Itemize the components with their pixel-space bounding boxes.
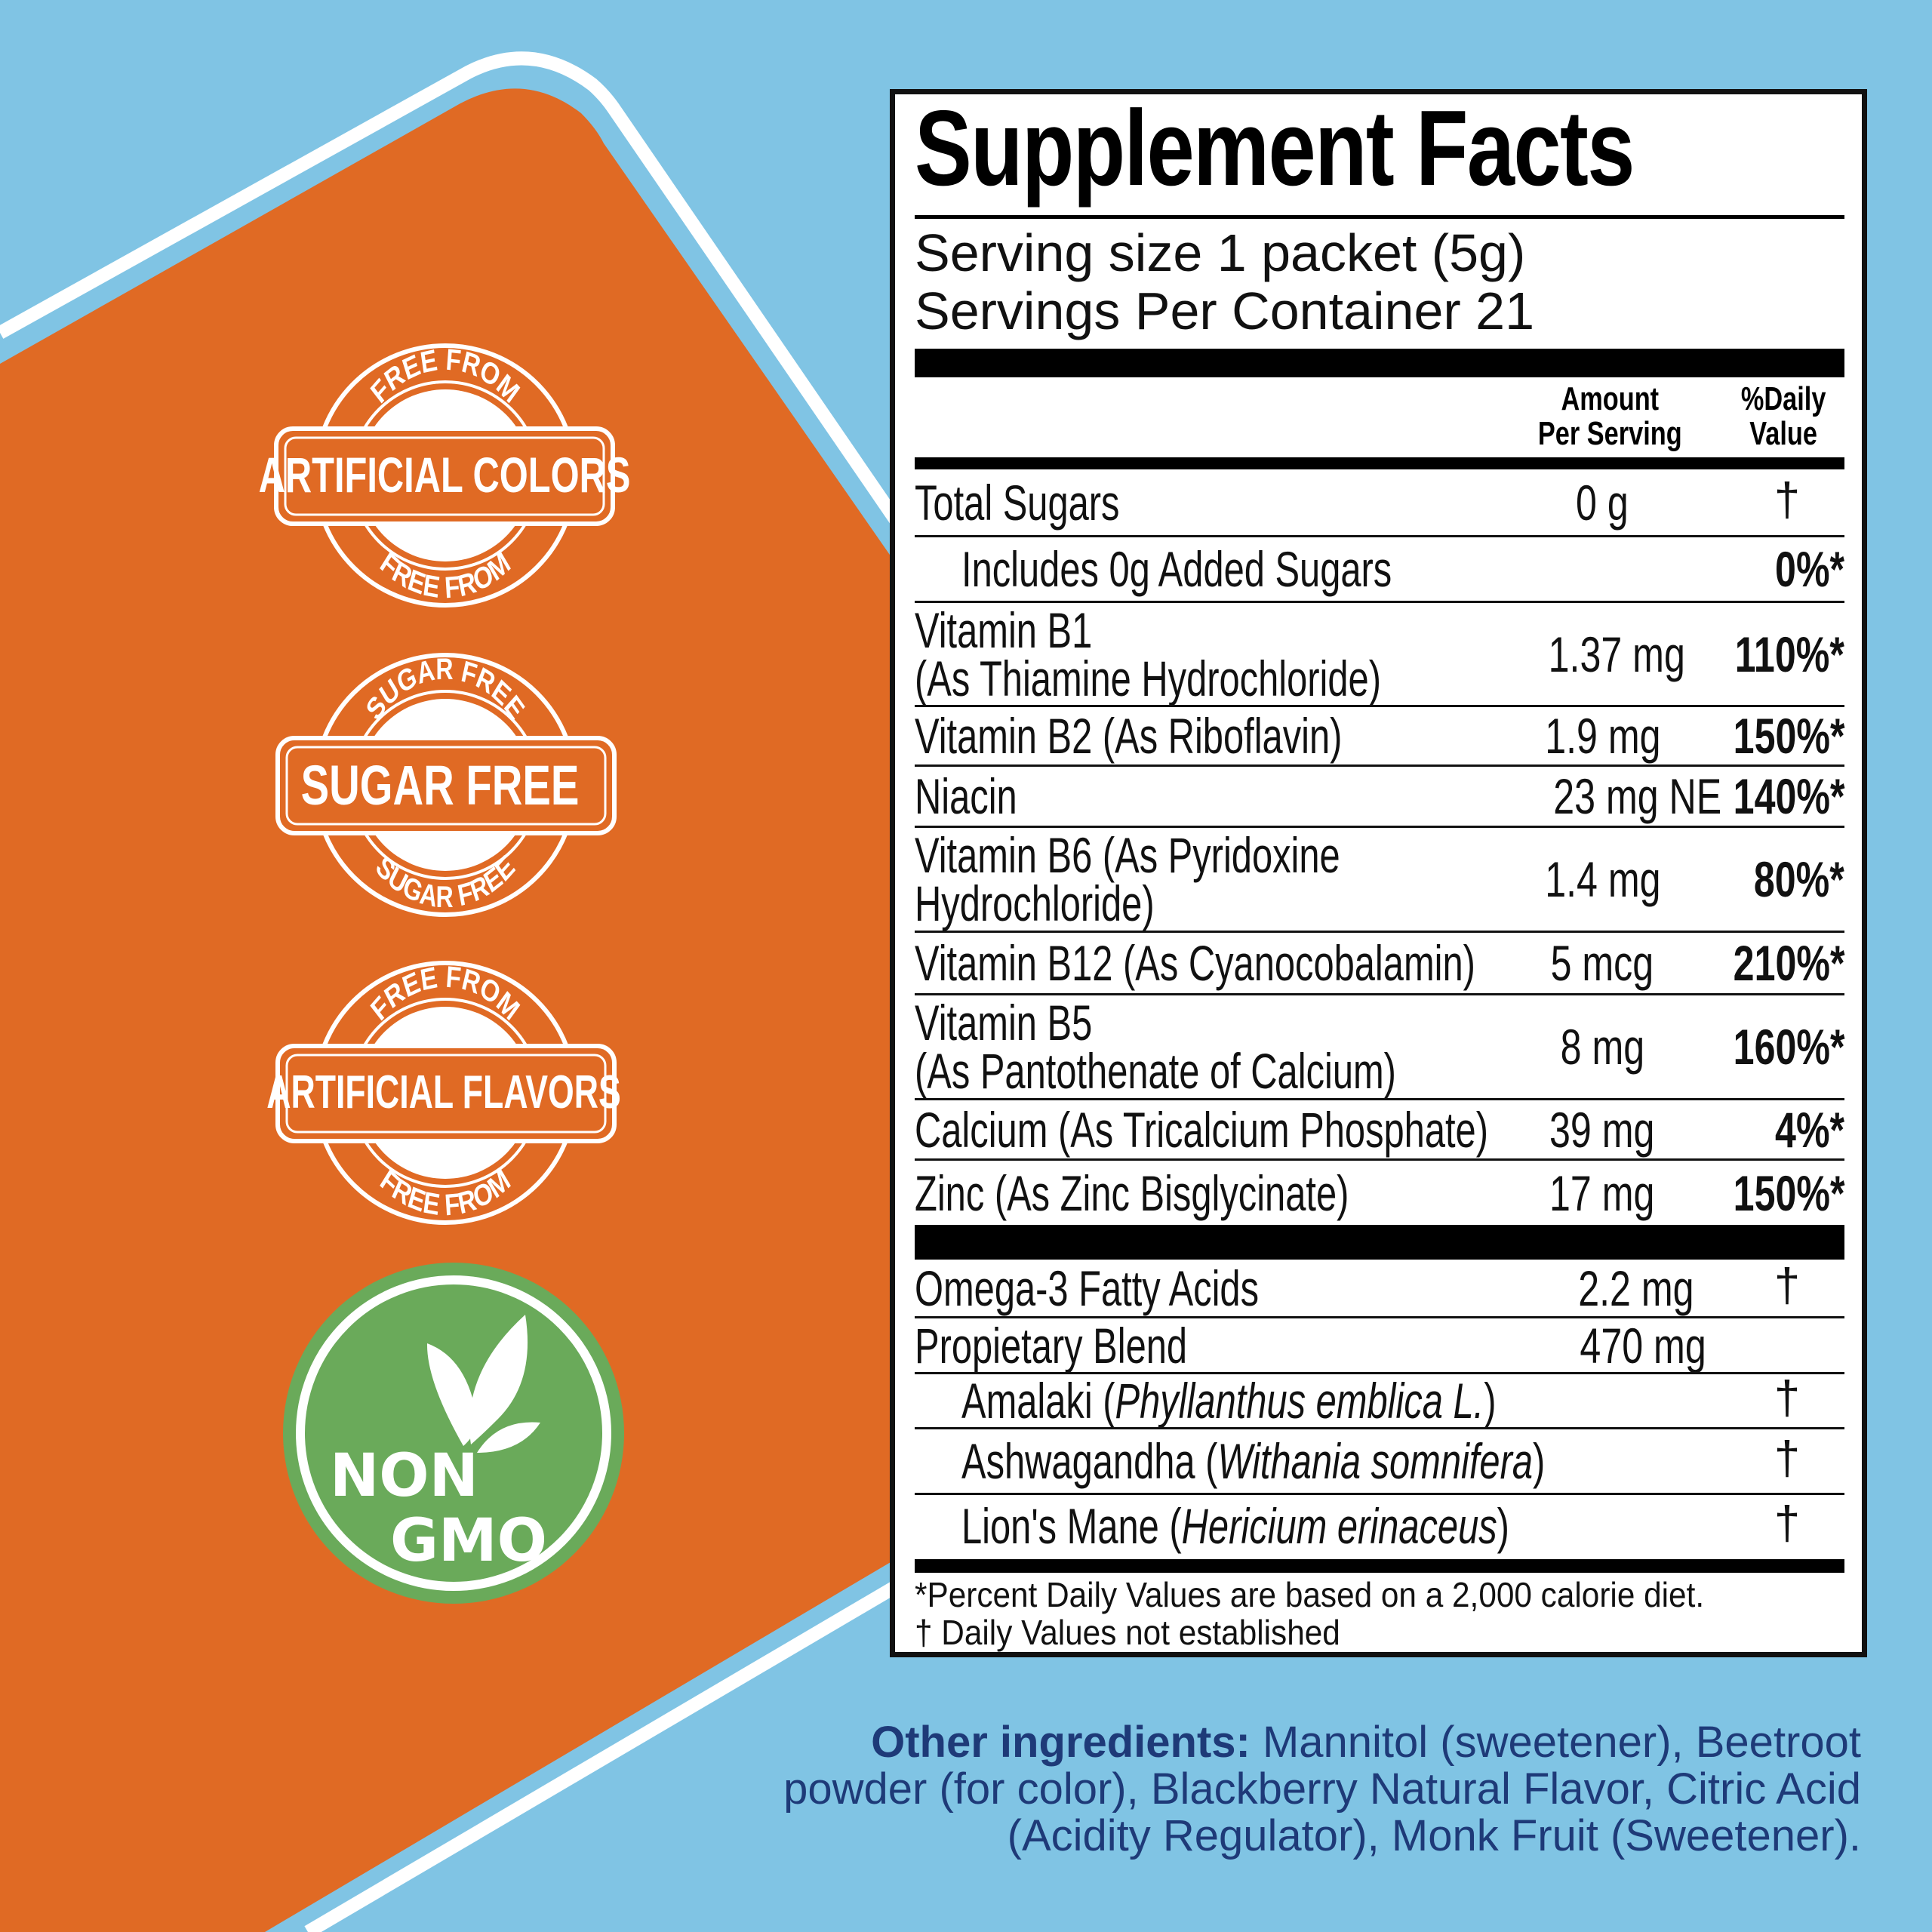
- nutrient-name: Vitamin B5 (As Pantothenate of Calcium): [915, 995, 1396, 1099]
- nutrient-amount: 5 mcg: [1550, 935, 1654, 991]
- daily-value: 150%*: [1733, 1164, 1844, 1221]
- badge-sugar-free: SUGAR FREE SUGAR FREE SUGAR FREE: [275, 651, 617, 917]
- daily-value: 4%*: [1774, 1101, 1844, 1158]
- nutrient-amount: 8 mg: [1560, 1019, 1644, 1075]
- daily-value: 80%*: [1754, 851, 1844, 907]
- table-row: Calcium (As Tricalcium Phosphate) 39 mg …: [915, 1100, 1844, 1161]
- leaf-sprout-icon: [426, 1315, 540, 1453]
- thick-divider: [915, 349, 1844, 377]
- other-ingredients: Other ingredients: Mannitol (sweetener),…: [783, 1719, 1861, 1860]
- nutrient-name: Niacin: [915, 768, 1017, 824]
- nutrient-amount: 17 mg: [1549, 1164, 1655, 1221]
- white-stripe-top: [0, 51, 1063, 759]
- footnote-daily-values: *Percent Daily Values are based on a 2,0…: [915, 1575, 1705, 1614]
- badge-banner-text: ARTIFICIAL FLAVORS: [266, 1066, 620, 1118]
- daily-value: 110%*: [1734, 626, 1844, 682]
- nutrient-amount: 470 mg: [1580, 1317, 1706, 1374]
- header-daily-value: %Daily Value: [1740, 380, 1826, 452]
- column-headers: Amount Per Serving %Daily Value: [915, 382, 1844, 454]
- dagger-mark: †: [1774, 1259, 1801, 1312]
- table-row: Ashwagandha (Withania somnifera) †: [915, 1429, 1844, 1495]
- thick-divider: [915, 1559, 1844, 1573]
- nutrient-name: Vitamin B1 (As Thiamine Hydrochloride): [915, 601, 1381, 706]
- serving-size: Serving size 1 packet (5g): [915, 223, 1526, 282]
- table-row: Vitamin B12 (As Cyanocobalamin) 5 mcg 21…: [915, 933, 1844, 995]
- other-ingredients-line: powder (for color), Blackberry Natural F…: [783, 1764, 1861, 1814]
- nutrient-name: Vitamin B12 (As Cyanocobalamin): [915, 935, 1475, 991]
- table-row: Omega-3 Fatty Acids 2.2 mg †: [915, 1259, 1844, 1318]
- badge-banner-text: SUGAR FREE: [301, 755, 580, 817]
- dagger-mark: †: [1774, 1371, 1801, 1424]
- table-row: Includes 0g Added Sugars 0%*: [915, 537, 1844, 603]
- daily-value: 0%*: [1774, 541, 1844, 597]
- header-amount: Amount Per Serving: [1537, 380, 1682, 452]
- table-row: Amalaki (Phyllanthus emblica L.) †: [915, 1371, 1844, 1429]
- table-row: Vitamin B5 (As Pantothenate of Calcium) …: [915, 995, 1844, 1100]
- table-row: Vitamin B6 (As Pyridoxine Hydrochloride)…: [915, 828, 1844, 933]
- nutrient-name: Amalaki (Phyllanthus emblica L.): [961, 1373, 1497, 1429]
- nutrient-name: Lion's Mane (Hericium erinaceus): [961, 1497, 1509, 1554]
- thick-divider: [915, 457, 1844, 469]
- nutrient-amount: 39 mg: [1549, 1101, 1655, 1158]
- badge-banner-text: ARTIFICIAL COLORS: [259, 448, 631, 503]
- svg-text:NON: NON: [330, 1442, 478, 1510]
- nutrient-amount: 1.9 mg: [1545, 708, 1661, 764]
- servings-per-container: Servings Per Container 21: [915, 281, 1534, 340]
- nutrient-amount: 1.37 mg: [1548, 626, 1685, 682]
- table-row: Vitamin B1 (As Thiamine Hydrochloride) 1…: [915, 603, 1844, 707]
- badge-free-from-artificial-flavors: FREE FROM FREE FROM ARTIFICIAL FLAVORS: [266, 960, 621, 1225]
- other-ingredients-line: Other ingredients: Mannitol (sweetener),…: [871, 1718, 1861, 1767]
- nutrient-name: Vitamin B6 (As Pyridoxine Hydrochloride): [915, 827, 1340, 931]
- daily-value: 210%*: [1733, 935, 1844, 991]
- nutrient-name: Zinc (As Zinc Bisglycinate): [915, 1164, 1349, 1221]
- nutrient-amount: 1.4 mg: [1545, 851, 1661, 907]
- nutrient-name: Calcium (As Tricalcium Phosphate): [915, 1101, 1488, 1158]
- nutrient-amount: 2.2 mg: [1578, 1260, 1694, 1316]
- other-ingredients-line: (Acidity Regulator), Monk Fruit (Sweeten…: [1007, 1811, 1861, 1860]
- orange-panel-shape: [0, 88, 1057, 1932]
- svg-text:GMO: GMO: [390, 1507, 547, 1575]
- daily-value: 140%*: [1733, 768, 1844, 824]
- facts-title: Supplement Facts: [915, 88, 1635, 208]
- nutrient-name: Includes 0g Added Sugars: [961, 541, 1392, 597]
- nutrient-name: Ashwagandha (Withania somnifera): [961, 1433, 1546, 1489]
- thick-divider: [915, 1225, 1844, 1260]
- dagger-mark: †: [1774, 1497, 1801, 1549]
- nutrient-name: Vitamin B2 (As Riboflavin): [915, 708, 1343, 764]
- table-row: Zinc (As Zinc Bisglycinate) 17 mg 150%*: [915, 1161, 1844, 1225]
- nutrient-name: Omega-3 Fatty Acids: [915, 1260, 1260, 1316]
- table-row: Niacin 23 mg NE 140%*: [915, 767, 1844, 828]
- other-ingredients-label: Other ingredients:: [871, 1718, 1251, 1767]
- table-row: Total Sugars 0 g †: [915, 469, 1844, 537]
- nutrient-amount: 0 g: [1576, 474, 1629, 531]
- dagger-mark: †: [1774, 1432, 1801, 1484]
- table-row: Vitamin B2 (As Riboflavin) 1.9 mg 150%*: [915, 707, 1844, 767]
- nutrient-name: Total Sugars: [915, 474, 1120, 531]
- table-row: Lion's Mane (Hericium erinaceus) †: [915, 1495, 1844, 1556]
- nutrient-name: Propietary Blend: [915, 1317, 1188, 1374]
- footnote-dagger: † Daily Values not established: [915, 1613, 1340, 1652]
- nutrient-amount: 23 mg NE: [1553, 768, 1722, 824]
- badge-non-gmo: NON GMO: [283, 1263, 624, 1604]
- nutrient-table: Total Sugars 0 g † Includes 0g Added Sug…: [915, 469, 1844, 1556]
- daily-value: 150%*: [1733, 708, 1844, 764]
- divider: [915, 215, 1844, 219]
- daily-value: 160%*: [1733, 1019, 1844, 1075]
- table-row: Propietary Blend 470 mg: [915, 1318, 1844, 1374]
- footnotes: *Percent Daily Values are based on a 2,0…: [915, 1576, 1844, 1651]
- dagger-mark: †: [1774, 473, 1801, 526]
